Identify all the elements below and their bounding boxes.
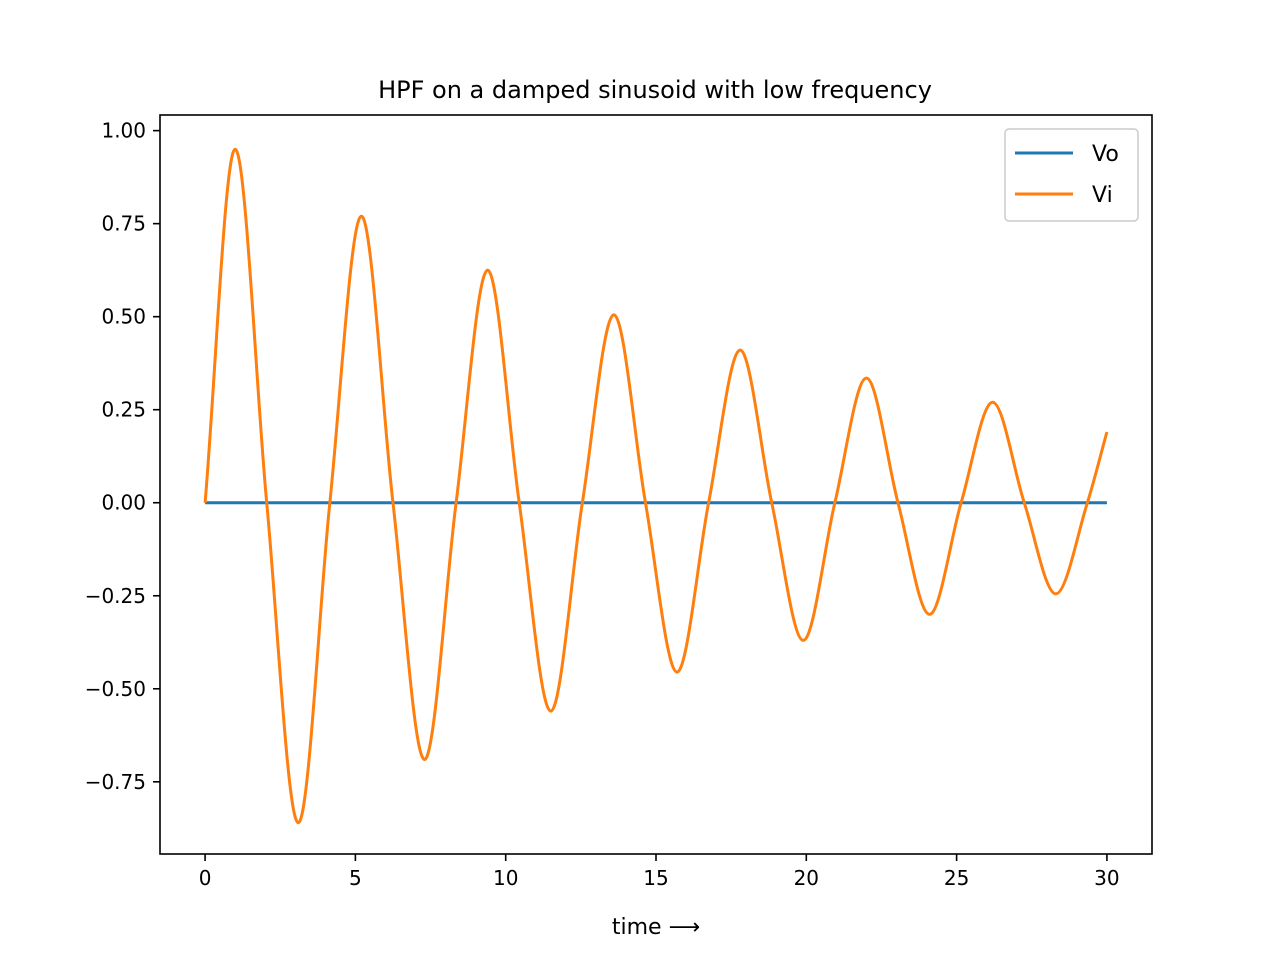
axis-ticks: 0 5 10 15 20 25 30 1.00 0.75 0.50 0.25 0.00 −0.25 −0.… — [85, 119, 1120, 890]
y-tick-label: 0.75 — [101, 212, 146, 236]
x-tick-label: 25 — [944, 866, 969, 890]
legend-label-vo: Vo — [1092, 142, 1119, 167]
x-tick-label: 15 — [643, 866, 668, 890]
y-tick-label: −0.25 — [85, 584, 146, 608]
legend: Vo Vi — [1004, 128, 1139, 222]
y-tick-label: −0.50 — [85, 677, 146, 701]
x-axis-label: time ⟶ — [612, 915, 700, 940]
x-tick-label: 30 — [1094, 866, 1119, 890]
x-tick-label: 10 — [493, 866, 518, 890]
legend-label-vi: Vi — [1092, 183, 1113, 208]
chart-title: HPF on a damped sinusoid with low freque… — [378, 76, 932, 104]
y-tick-label: −0.75 — [85, 770, 146, 794]
plot-area — [203, 147, 1109, 825]
x-tick-label: 20 — [794, 866, 819, 890]
y-tick-label: 0.00 — [101, 491, 146, 515]
series-vi-line — [203, 147, 1109, 825]
y-tick-label: 1.00 — [101, 119, 146, 143]
y-tick-label: 0.25 — [101, 398, 146, 422]
y-tick-label: 0.50 — [101, 305, 146, 329]
x-tick-label: 0 — [199, 866, 212, 890]
x-tick-label: 5 — [349, 866, 362, 890]
